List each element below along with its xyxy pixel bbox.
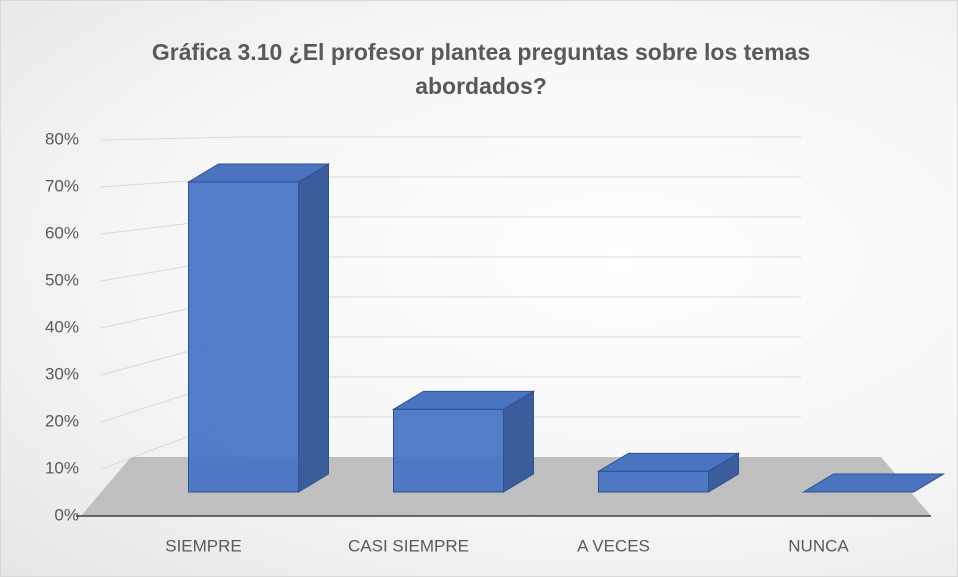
y-tick-label: 10%	[45, 458, 79, 477]
x-tick-label: CASI SIEMPRE	[348, 536, 469, 555]
bar-top	[801, 473, 946, 493]
x-tick-label: NUNCA	[788, 536, 849, 555]
chart-title: Gráfica 3.10 ¿El profesor plantea pregun…	[151, 39, 811, 99]
x-tick-label: SIEMPRE	[165, 536, 242, 555]
y-tick-label: 80%	[45, 129, 79, 148]
grid-line	[100, 136, 801, 141]
y-tick-label: 50%	[45, 270, 79, 289]
y-tick-label: 20%	[45, 411, 79, 430]
y-tick-label: 70%	[45, 176, 79, 195]
y-tick-label: 30%	[45, 364, 79, 383]
x-tick-label: A VECES	[577, 536, 650, 555]
bar	[598, 470, 709, 493]
y-tick-label: 0%	[54, 505, 79, 524]
bar	[393, 408, 504, 493]
bar-side	[298, 163, 329, 493]
y-tick-label: 60%	[45, 223, 79, 242]
bar	[188, 181, 299, 493]
y-tick-label: 40%	[45, 317, 79, 336]
